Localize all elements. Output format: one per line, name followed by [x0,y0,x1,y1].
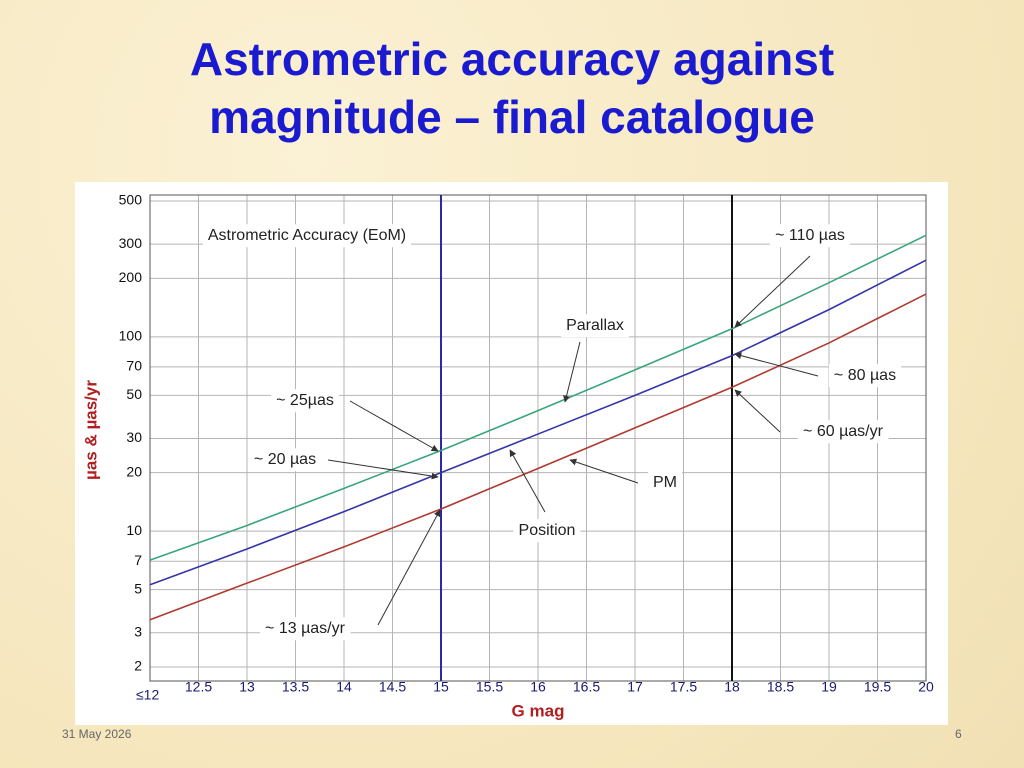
x-tick-label: 17.5 [670,679,697,695]
annotation: ~ 60 µas/yr [734,389,889,444]
y-tick-label: 70 [126,358,142,374]
chart-title-text: Astrometric Accuracy (EoM) [208,227,406,244]
annotation-arrow [377,509,441,626]
y-tick-label: 10 [126,522,142,538]
annotation: ~ 110 µas [734,224,850,328]
slide-title: Astrometric accuracy against magnitude –… [189,33,835,143]
label-background [513,519,581,543]
plot-frame [149,194,927,682]
annotation: ~ 80 µas [734,352,902,388]
x-axis-label: G mag [512,701,565,720]
annotation-arrow [509,449,546,513]
annotation-text: ~ 60 µas/yr [803,423,884,440]
x-tick-label: 12.5 [185,679,212,695]
x-tick-label: 13 [239,679,255,695]
x-tick-label: 15.5 [476,679,503,695]
x-tick-label: 14 [336,679,352,695]
annotation-arrow [569,458,639,484]
label-background [248,448,322,472]
x-tick-label: 18.5 [767,679,794,695]
y-tick-label: 30 [126,429,142,445]
annotation: ~ 13 µas/yr [260,509,441,641]
chart-title: Astrometric Accuracy (EoM) [202,224,412,248]
label-background [770,224,850,248]
series-line [149,234,927,561]
y-axis-label: µas & µas/yr [81,380,100,480]
annotation-text: ~ 110 µas [775,227,845,244]
annotation: ~ 20 µas [248,448,439,480]
x-tick-label: 16 [530,679,546,695]
annotation-arrow [327,459,439,480]
series-label: Parallax [561,314,629,403]
series-line [149,259,927,586]
annotation: ~ 25µas [271,389,439,452]
x-tick-label: 19.5 [864,679,891,695]
annotation-arrow [734,255,811,328]
x-tick-label: 15 [433,679,449,695]
y-tick-label: 500 [119,192,143,208]
x-tick-label: 14.5 [379,679,406,695]
slide-number: 6 [955,727,962,741]
y-tick-label: 2 [134,658,142,674]
series-label-text: Position [519,522,576,539]
y-tick-label: 100 [119,328,143,344]
label-background [561,314,629,338]
annotation-text: ~ 13 µas/yr [265,620,346,637]
x-tick-label: 17 [627,679,643,695]
annotation-text: ~ 25µas [276,392,334,409]
annotation-arrow [734,389,781,433]
label-background [828,364,902,388]
slide-date: 31 May 2026 [62,727,132,741]
series-label: PM [569,458,682,495]
x-tick-label: 13.5 [282,679,309,695]
y-tick-label: 7 [134,552,142,568]
y-tick-label: 5 [134,580,142,596]
y-tick-label: 300 [119,235,143,251]
label-background [798,420,889,444]
x-tick-label: 20 [918,679,934,695]
y-tick-label: 20 [126,463,142,479]
y-tick-label: 50 [126,386,142,402]
annotation-arrow [563,341,581,403]
series-line [149,293,927,621]
x-tick-label: 16.5 [573,679,600,695]
annotation-text: ~ 80 µas [834,367,896,384]
series-label: Position [509,449,581,543]
annotation-arrow [349,400,439,452]
x-tick-label: ≤12 [136,687,159,703]
series-label-text: Parallax [566,317,624,334]
x-tick-label: 18 [724,679,740,695]
label-background [202,224,412,248]
x-tick-label: 19 [821,679,837,695]
annotation-arrow [734,352,819,377]
series-label-text: PM [653,474,677,491]
y-tick-label: 3 [134,623,142,639]
label-background [260,617,351,641]
y-tick-label: 200 [119,269,143,285]
label-background [271,389,339,413]
label-background [648,471,682,495]
annotation-text: ~ 20 µas [254,451,316,468]
